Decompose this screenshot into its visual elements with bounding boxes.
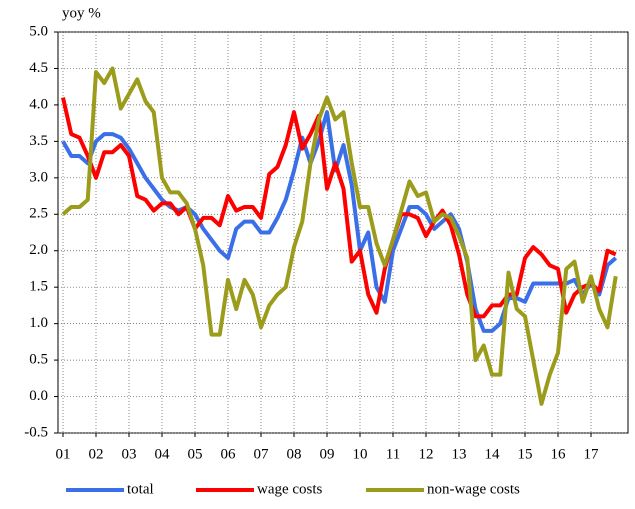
- legend-label: total: [127, 481, 154, 497]
- y-tick-label: 0.0: [29, 388, 48, 404]
- series-line: [61, 97, 617, 319]
- x-tick-label: 11: [386, 446, 400, 462]
- legend-label: wage costs: [257, 481, 323, 497]
- y-tick-label: 0.5: [29, 352, 48, 368]
- y-tick-label: 3.0: [29, 169, 48, 185]
- x-tick-label: 10: [353, 446, 368, 462]
- x-tick-label: 08: [287, 446, 302, 462]
- x-tick-label: 17: [584, 446, 600, 462]
- x-tick-label: 13: [452, 446, 467, 462]
- y-axis-label: yoy %: [62, 5, 101, 21]
- y-tick-label: 3.5: [29, 133, 48, 149]
- x-tick-label: 07: [254, 446, 270, 462]
- y-tick-label: 5.0: [29, 23, 48, 39]
- y-tick-label: 1.5: [29, 279, 48, 295]
- legend-label: non-wage costs: [427, 481, 520, 497]
- x-tick-label: 01: [56, 446, 71, 462]
- x-tick-label: 05: [188, 446, 203, 462]
- series-line: [61, 66, 618, 406]
- x-tick-label: 14: [485, 446, 501, 462]
- x-tick-label: 09: [320, 446, 335, 462]
- series-line: [61, 110, 618, 333]
- y-tick-label: 2.5: [29, 206, 48, 222]
- y-tick-label: 4.0: [29, 96, 48, 112]
- x-tick-label: 03: [122, 446, 137, 462]
- y-tick-label: 1.0: [29, 315, 48, 331]
- y-tick-label: -0.5: [24, 424, 48, 440]
- x-tick-label: 15: [518, 446, 533, 462]
- x-tick-label: 04: [155, 446, 171, 462]
- y-tick-label: 2.0: [29, 242, 48, 258]
- x-tick-label: 16: [551, 446, 567, 462]
- x-tick-label: 12: [419, 446, 434, 462]
- x-tick-label: 06: [221, 446, 237, 462]
- x-tick-label: 02: [89, 446, 104, 462]
- y-tick-label: 4.5: [29, 60, 48, 76]
